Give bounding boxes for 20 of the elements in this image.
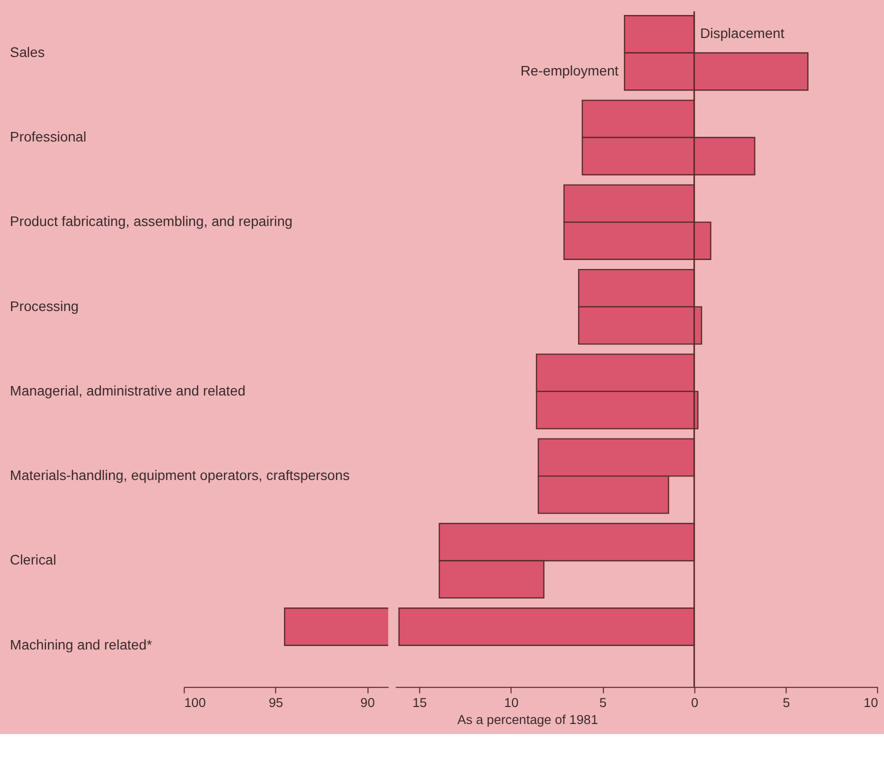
- x-tick-label: 100: [184, 695, 206, 710]
- x-tick-label: 10: [504, 695, 519, 710]
- x-tick-label: 15: [412, 695, 427, 710]
- x-tick-label: 5: [599, 695, 607, 710]
- y-tick-label: Machining and related*: [10, 636, 153, 652]
- x-tick-label: 5: [782, 695, 790, 710]
- y-tick-label: Clerical: [10, 552, 56, 568]
- y-tick-label: Materials-handling, equipment operators, craftspersons: [10, 467, 350, 484]
- x-tick-label: 10: [864, 695, 878, 710]
- series-label: Re-employment: [520, 62, 619, 78]
- y-tick-label: Professional: [10, 128, 86, 144]
- x-tick-label: 90: [360, 695, 375, 710]
- x-tick-label: 0: [691, 695, 698, 710]
- x-axis-title: As a percentage of 1981: [457, 712, 598, 728]
- series-label: Displacement: [700, 25, 784, 42]
- y-tick-label: Product fabricating, assembling, and repairing: [10, 213, 293, 230]
- y-tick-label: Processing: [10, 298, 79, 314]
- x-tick-label: 95: [268, 695, 284, 710]
- y-tick-label: Sales: [10, 44, 45, 60]
- y-tick-label: Managerial, administrative and related: [10, 382, 246, 398]
